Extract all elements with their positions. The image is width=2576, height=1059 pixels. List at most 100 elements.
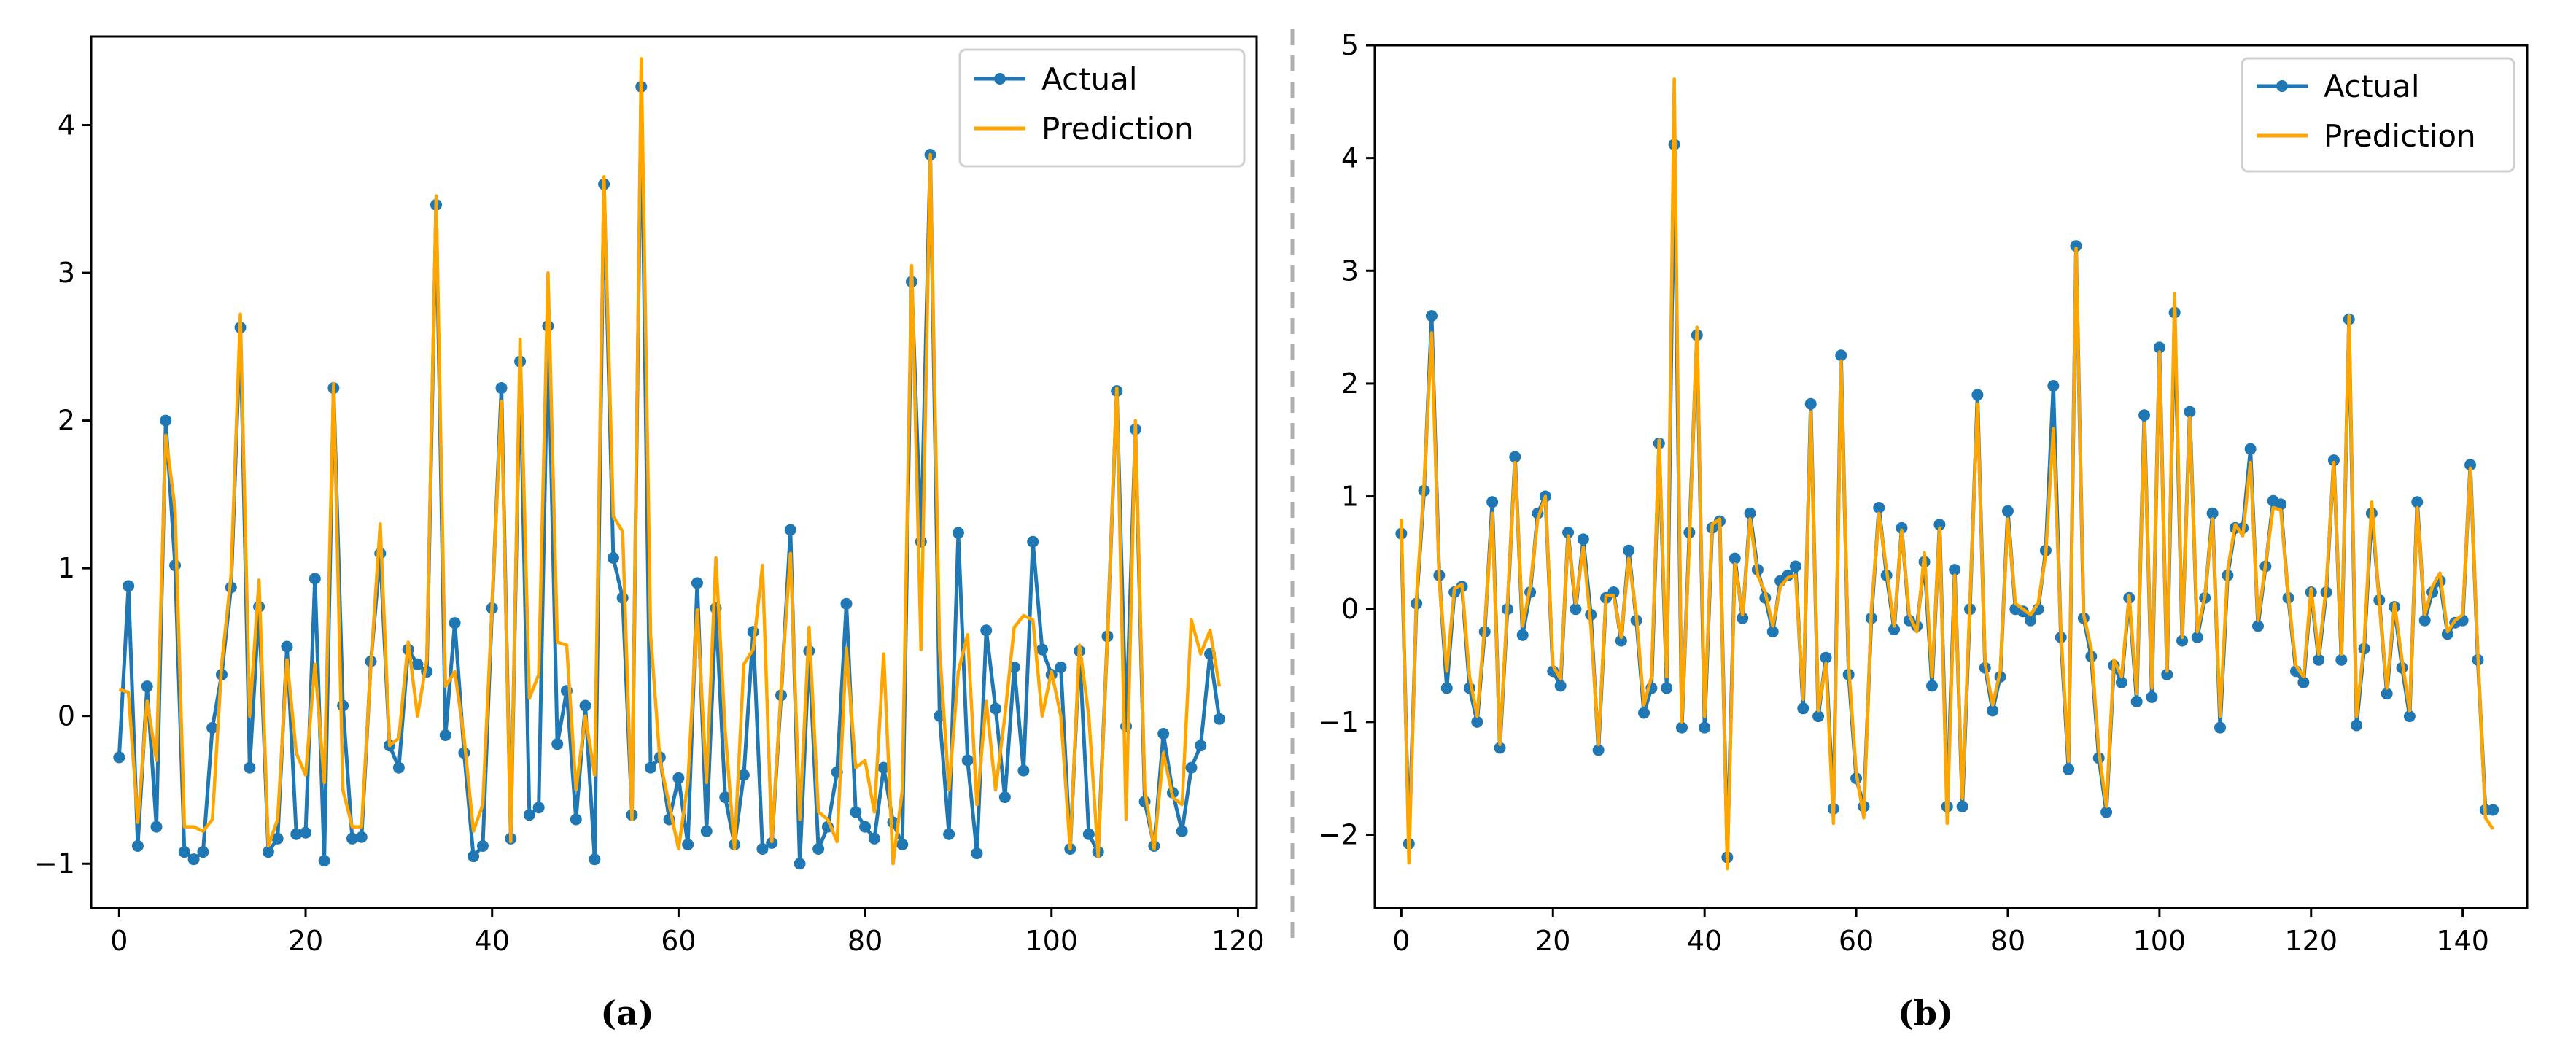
chart-b-actual-point (1896, 521, 1908, 534)
chart-a-actual-point (551, 738, 564, 750)
chart-b-legend-prediction-label: Prediction (2324, 118, 2476, 154)
chart-a-actual-point (794, 858, 806, 870)
chart-a-actual-point (1185, 761, 1198, 774)
chart-a-actual-point (532, 802, 545, 814)
chart-a-actual-point (877, 761, 890, 774)
chart-b-actual-point (1933, 519, 1946, 531)
chart-b-actual-point (1661, 682, 1673, 694)
chart-a-actual-point (1213, 713, 1225, 725)
chart-b-actual-point (2146, 691, 2158, 703)
chart-a-actual-point (411, 658, 424, 670)
chart-b-actual-point (2100, 806, 2113, 818)
chart-b-ytick-label: −2 (1318, 818, 1359, 850)
chart-a-actual-point (290, 828, 303, 840)
chart-a-actual-point (850, 806, 862, 818)
chart-b-actual-point (1509, 451, 1521, 463)
chart-b-ytick-label: 4 (1341, 142, 1359, 174)
chart-b-actual-point (1888, 624, 1901, 636)
chart-a-actual-point (1036, 643, 1048, 656)
chart-a-xtick-label: 80 (847, 925, 882, 957)
chart-a-ytick-label: 4 (58, 109, 75, 141)
chart-b-actual-point (1471, 715, 1483, 728)
chart-b-actual-point (2176, 635, 2189, 647)
chart-b-actual-point (1577, 533, 1589, 546)
chart-b-actual-point (1699, 721, 1711, 734)
chart-a-actual-point (271, 832, 284, 845)
chart-b-actual-point (1987, 705, 1999, 717)
chart-b-xtick-label: 80 (1990, 925, 2025, 957)
chart-b-actual-point (1675, 721, 1688, 734)
chart-a-actual-point (197, 846, 209, 858)
chart-a-actual-point (607, 551, 619, 564)
chart-a-actual-point (589, 853, 601, 866)
chart-b-actual-point (2206, 507, 2219, 519)
chart-b-ytick-label: 2 (1341, 368, 1359, 400)
chart-a-actual-point (160, 414, 172, 427)
chart-b-actual-point (2025, 614, 2037, 627)
chart-a-actual-point (616, 591, 629, 604)
chart-b-actual-point (2441, 628, 2453, 640)
chart-a-actual-point (523, 809, 535, 821)
chart-a-xtick-label: 60 (661, 925, 696, 957)
chart-a-actual-point (1195, 740, 1207, 752)
chart-a-axes (90, 35, 1258, 909)
chart-b-actual-point (2487, 804, 2499, 816)
chart-a-actual-point (187, 853, 200, 866)
chart-a: 0 20 40 60 80 100 120 −1 0 1 2 3 4 Actual Prediction… (34, 35, 1265, 1033)
chart-a-actual-point (113, 751, 125, 764)
chart-a-actual-point (812, 842, 825, 855)
chart-a-actual-point (495, 382, 508, 395)
chart-a-actual-point (1120, 720, 1133, 732)
chart-a-actual-point (468, 850, 480, 863)
chart-b-actual-point (1835, 349, 1847, 362)
chart-b-actual-point (2153, 341, 2165, 354)
chart-a-ytick-label: −1 (34, 847, 75, 880)
chart-a-xtick-label: 20 (288, 925, 323, 957)
chart-b-axes (1373, 44, 2529, 909)
chart-b-actual-point (1812, 710, 1825, 723)
chart-b-actual-point (2411, 496, 2424, 508)
chart-b-actual-point (2001, 505, 2014, 517)
chart-a-actual-point (859, 821, 872, 833)
chart-b-actual-point (1516, 629, 1529, 641)
chart-b-actual-point (2351, 719, 2363, 732)
chart-b-actual-point (1486, 496, 1499, 508)
chart-b-actual-point (2138, 409, 2151, 422)
chart-b-actual-point (2464, 459, 2477, 471)
chart-b-actual-point (2297, 676, 2310, 688)
chart-b-actual-point (2161, 668, 2173, 680)
chart-b-actual-point (2184, 406, 2196, 418)
chart-a-actual-point (961, 754, 974, 767)
chart-b-legend-actual-label: Actual (2324, 69, 2420, 104)
chart-a-actual-point (123, 580, 135, 592)
chart-a-actual-point (784, 524, 796, 536)
chart-b-actual-point (2275, 498, 2287, 511)
chart-a-actual-point (309, 573, 321, 585)
chart-a-actual-point (1176, 825, 1188, 837)
chart-b-legend-box (2241, 57, 2515, 173)
chart-a-prediction-line (118, 57, 1222, 866)
chart-a-actual-point (439, 729, 451, 742)
chart-b-actual-point (2130, 696, 2143, 708)
chart-a-legend-actual-label: Actual (1041, 61, 1138, 97)
chart-b-actual-point (2335, 653, 2348, 666)
chart-a-actual-point (579, 699, 591, 712)
chart-a-actual-point (1027, 535, 1039, 548)
chart-b-ytick-label: 5 (1341, 29, 1359, 61)
chart-b-panel-label: (b) (1898, 993, 1953, 1033)
chart-b-ytick-label: 0 (1341, 593, 1359, 625)
chart-a-actual-point (672, 772, 685, 784)
chart-b-xtick-label: 20 (1535, 925, 1570, 957)
chart-b-xtick-label: 0 (1392, 925, 1410, 957)
chart-b-actual-point (2327, 454, 2340, 467)
chart-a-ytick-label: 3 (58, 257, 75, 289)
chart-b-actual-point (1592, 744, 1605, 756)
chart-a-xtick-label: 0 (110, 925, 128, 957)
chart-b-actual-point (1766, 626, 1779, 638)
chart-a-ytick-label: 0 (58, 700, 75, 732)
chart-a-actual-point (840, 597, 853, 610)
chart-a-ytick-label: 2 (58, 405, 75, 437)
chart-a-actual-line (117, 85, 1222, 866)
chart-b-prediction-line (1400, 77, 2495, 871)
